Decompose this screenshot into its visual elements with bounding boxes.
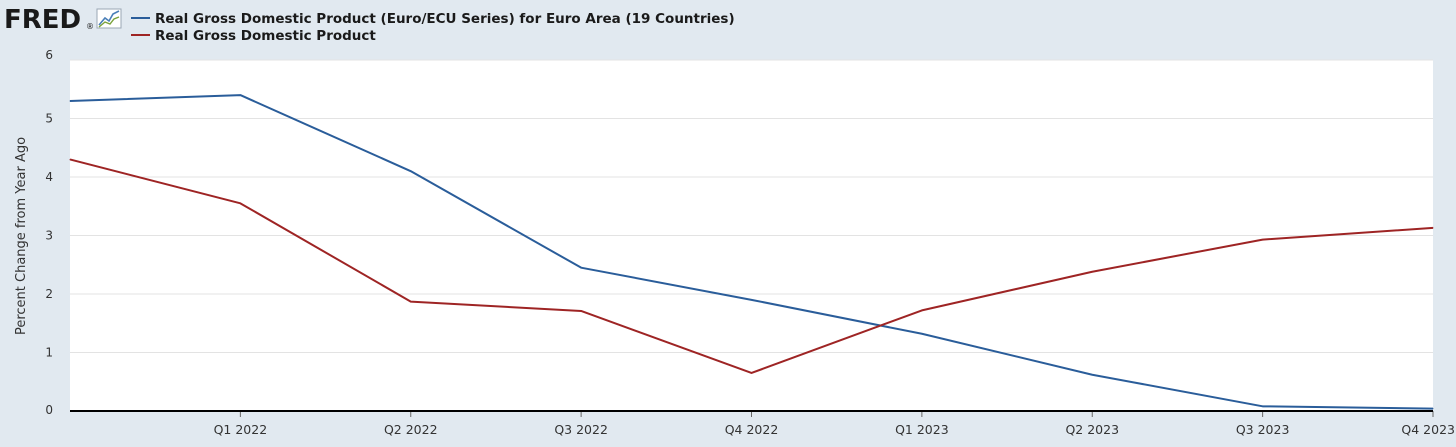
y-tick-label: 6 <box>45 48 53 62</box>
x-tick-label: Q2 2023 <box>1065 422 1119 437</box>
series-lines <box>69 94 1434 410</box>
data-point[interactable] <box>751 372 752 374</box>
data-point[interactable] <box>69 100 71 102</box>
data-point[interactable] <box>239 94 241 96</box>
data-point[interactable] <box>1262 239 1264 241</box>
legend-item-real-gdp[interactable]: Real Gross Domestic Product <box>131 28 376 44</box>
legend: Real Gross Domestic Product (Euro/ECU Se… <box>131 11 735 44</box>
data-point[interactable] <box>1091 374 1093 376</box>
x-tick-label: Q3 2023 <box>1236 422 1290 437</box>
data-point[interactable] <box>410 170 412 172</box>
data-point[interactable] <box>921 333 923 335</box>
x-axis-ticks: Q1 2022 Q2 2022 Q3 2022 Q4 2022 Q1 2023 Q2 20… <box>214 411 1455 437</box>
y-axis-label: Percent Change from Year Ago <box>14 137 29 335</box>
data-point[interactable] <box>239 202 241 204</box>
x-tick-label: Q4 2023 <box>1401 422 1455 437</box>
data-point[interactable] <box>410 301 412 303</box>
data-point[interactable] <box>1432 408 1434 410</box>
y-tick-label: 5 <box>45 112 53 126</box>
registered-mark: ® <box>86 22 94 31</box>
data-point[interactable] <box>580 267 582 269</box>
fred-chart-logo-icon <box>96 8 122 29</box>
data-point[interactable] <box>751 299 752 301</box>
y-tick-label: 1 <box>45 346 53 360</box>
legend-label-real-gdp: Real Gross Domestic Product <box>155 28 376 44</box>
data-point[interactable] <box>1091 271 1093 273</box>
y-tick-label: 2 <box>45 287 53 301</box>
x-tick-label: Q2 2022 <box>384 422 438 437</box>
data-point[interactable] <box>1432 227 1434 229</box>
y-tick-label: 3 <box>45 229 53 243</box>
x-tick-label: Q1 2023 <box>895 422 949 437</box>
data-point[interactable] <box>1262 405 1264 407</box>
legend-item-euro-area-gdp[interactable]: Real Gross Domestic Product (Euro/ECU Se… <box>131 11 735 27</box>
fred-logo-text: FRED <box>4 5 81 35</box>
y-tick-label: 4 <box>45 170 53 184</box>
data-point[interactable] <box>580 310 582 312</box>
y-tick-label: 0 <box>45 403 53 417</box>
data-point[interactable] <box>69 158 71 160</box>
x-tick-label: Q3 2022 <box>554 422 608 437</box>
legend-label-euro-area-gdp: Real Gross Domestic Product (Euro/ECU Se… <box>155 11 735 27</box>
y-axis-ticks: 0 1 2 3 4 5 6 <box>45 48 53 417</box>
fred-logo[interactable]: FRED ® <box>4 5 122 35</box>
data-point[interactable] <box>921 309 923 311</box>
x-tick-label: Q4 2022 <box>725 422 779 437</box>
x-tick-label: Q1 2022 <box>214 422 268 437</box>
